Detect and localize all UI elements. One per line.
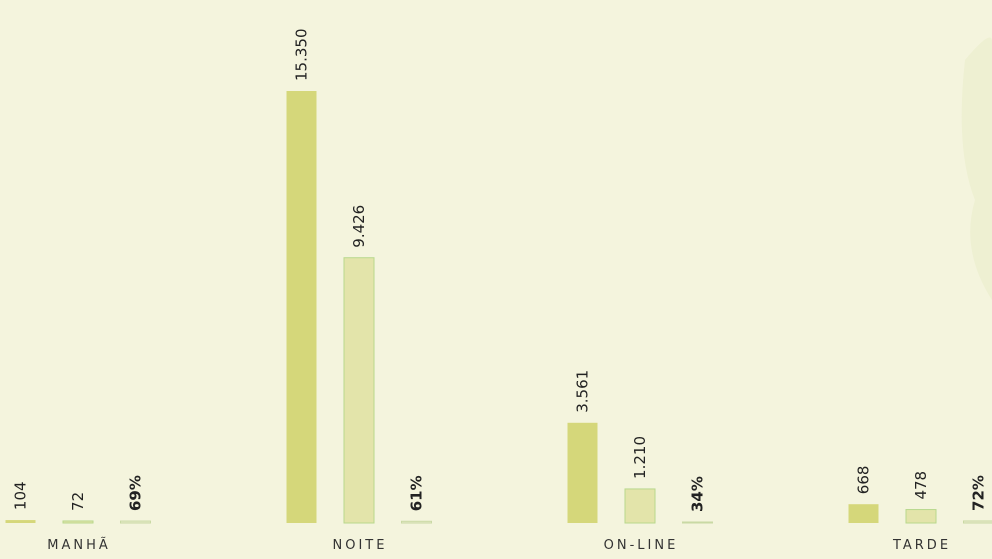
value-label: 668 bbox=[855, 466, 873, 495]
value-label: 3.561 bbox=[574, 370, 592, 413]
bar bbox=[287, 91, 317, 523]
value-label: 34% bbox=[689, 476, 707, 512]
x-tick-label: ON-LINE bbox=[604, 538, 679, 553]
value-label: 61% bbox=[408, 475, 426, 511]
bar bbox=[402, 521, 432, 523]
value-label: 72 bbox=[69, 492, 87, 511]
bar bbox=[906, 510, 936, 523]
value-label: 69% bbox=[127, 475, 145, 511]
x-tick-label: MANHÃ bbox=[47, 537, 111, 553]
x-tick-label: TARDE bbox=[892, 538, 951, 553]
value-label: 72% bbox=[970, 475, 988, 511]
value-label: 104 bbox=[12, 481, 30, 510]
bar bbox=[344, 258, 374, 523]
value-label: 478 bbox=[912, 471, 930, 500]
bar bbox=[683, 522, 713, 523]
value-label: 1.210 bbox=[631, 436, 649, 479]
bar bbox=[6, 520, 36, 523]
bar bbox=[625, 489, 655, 523]
bar bbox=[849, 504, 879, 523]
chart: MANHÃ 104 72 69% NOITE 15.350 9.426 61% ON-LINE 3… bbox=[0, 0, 992, 559]
bar bbox=[568, 423, 598, 523]
bar bbox=[121, 521, 151, 523]
bar bbox=[964, 521, 992, 523]
x-tick-label: NOITE bbox=[333, 538, 388, 553]
background bbox=[0, 0, 992, 559]
value-label: 9.426 bbox=[350, 205, 368, 248]
value-label: 15.350 bbox=[293, 29, 311, 82]
bar bbox=[63, 521, 93, 523]
